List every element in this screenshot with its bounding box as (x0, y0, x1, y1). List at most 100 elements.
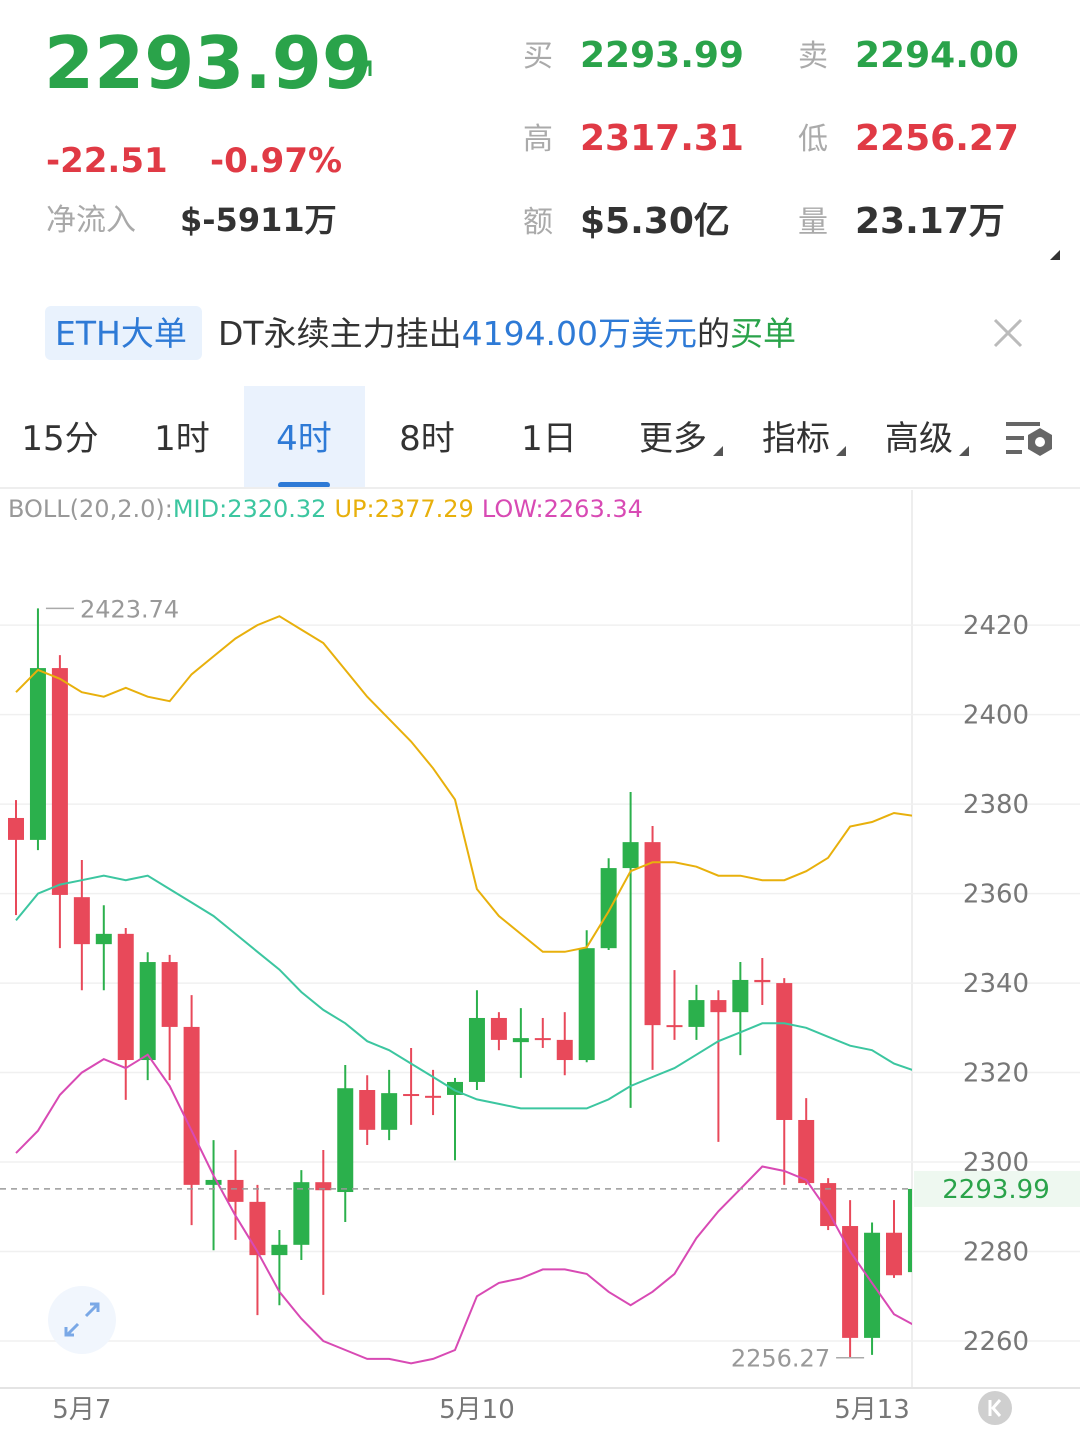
candle-body (161, 962, 178, 1027)
tab[interactable]: 15分 (21, 419, 98, 459)
x-tick-label: 5月13 (834, 1395, 910, 1425)
y-tick-label: 2280 (963, 1238, 1029, 1268)
candle-body (403, 1094, 420, 1097)
stat-label: 买 (523, 39, 553, 74)
candle-body (73, 897, 90, 945)
x-tick-label: 5月7 (52, 1395, 111, 1425)
candle-body (600, 868, 617, 949)
banner-text-mid: 的 (697, 314, 730, 353)
candle-body (29, 668, 46, 840)
y-tick-label: 2340 (963, 969, 1029, 999)
tab[interactable]: 指标 (762, 419, 830, 459)
legend-name: UP: (334, 495, 374, 523)
candle-body (578, 948, 595, 1061)
legend-name: MID: (173, 495, 227, 523)
tab[interactable]: 更多 (639, 419, 707, 459)
candle-body (381, 1093, 398, 1130)
banner-tag-bg (45, 306, 202, 360)
candle-body (732, 979, 749, 1013)
boll-line (15, 615, 912, 953)
max-label: 2423.74 (80, 595, 179, 623)
candle-body (556, 1039, 573, 1061)
tab[interactable]: 4时 (276, 419, 332, 459)
candle-body (205, 1179, 222, 1185)
fullscreen-button[interactable] (48, 1286, 116, 1354)
last-price-bg (914, 1170, 1080, 1207)
candle-body (534, 1038, 551, 1041)
indicator-label: BOLL(20,2.0): (8, 495, 173, 523)
overlay: 2423.74 2256.27 2293.99 (0, 595, 1080, 1373)
candle-body (666, 1025, 683, 1028)
settings-icon[interactable] (1006, 422, 1052, 456)
last-price-label: 2293.99 (942, 1175, 1050, 1205)
tab[interactable]: 高级 (885, 419, 953, 459)
tab-indicator (278, 482, 330, 488)
plot (8, 608, 912, 1365)
banner-amount: 4194.00万美元 (462, 314, 697, 353)
trend-arrow (344, 60, 372, 88)
y-tick-label: 2400 (963, 701, 1029, 731)
fullscreen-icon (64, 1302, 100, 1337)
tab-dropdown (836, 446, 846, 456)
tabs: 15分 1时 4时 8时 1日 更多 指标 高级 (21, 386, 969, 488)
tab-dropdown (713, 446, 723, 456)
stat-label: 高 (523, 122, 553, 157)
tab[interactable]: 1日 (521, 419, 577, 459)
candle-body (644, 842, 661, 1026)
legend-value: 2263.34 (544, 495, 643, 523)
legend-value: 2320.32 (227, 495, 326, 523)
candle-body (754, 979, 771, 983)
banner-side: 买单 (730, 314, 796, 353)
min-label: 2256.27 (731, 1345, 830, 1373)
candle-body (227, 1179, 244, 1202)
stat-value: $5.30亿 (580, 201, 730, 242)
candle-body (117, 933, 134, 1061)
candle-body (820, 1183, 837, 1227)
tab[interactable]: 8时 (399, 419, 455, 459)
candle-body (710, 1000, 727, 1013)
candle-body (907, 1188, 912, 1273)
indicator-legend: BOLL(20,2.0):MID:2320.32 UP:2377.29 LOW:22… (8, 495, 643, 523)
stat-value: 23.17万 (855, 201, 1005, 242)
stat-label: 量 (798, 205, 828, 240)
candle-body (468, 1017, 485, 1082)
tab[interactable]: 1时 (154, 419, 210, 459)
candle-body (183, 1026, 200, 1185)
banner-text-start: DT永续主力挂出 (218, 314, 462, 353)
price-change-pct: -0.97% (210, 141, 342, 181)
stat-label: 额 (523, 205, 553, 240)
price-change: -22.51 (46, 141, 168, 181)
candle-body (425, 1095, 442, 1098)
candle-body (315, 1182, 332, 1191)
candle-body (95, 933, 112, 945)
stat-label: 低 (798, 122, 828, 157)
candle-body (622, 842, 639, 869)
stat-value: 2317.31 (580, 118, 744, 159)
stat-label: 卖 (798, 39, 828, 74)
candle-body (864, 1232, 881, 1338)
y-tick-label: 2420 (963, 611, 1029, 641)
y-tick-label: 2380 (963, 790, 1029, 820)
candle-body (776, 983, 793, 1120)
y-tick-label: 2260 (963, 1327, 1029, 1357)
banner-tag: ETH大单 (55, 314, 187, 353)
candle-body (337, 1088, 354, 1193)
candle-body (512, 1038, 529, 1043)
expand-triangle[interactable] (1050, 250, 1060, 260)
y-tick-label: 2360 (963, 880, 1029, 910)
stat-value: 2256.27 (855, 118, 1019, 159)
legend-value: 2377.29 (375, 495, 474, 523)
tab-dropdown (959, 446, 969, 456)
close-banner[interactable] (993, 318, 1023, 348)
scroll-latest-button[interactable] (978, 1391, 1012, 1425)
inflow-label: 净流入 (46, 203, 136, 238)
candle-body (886, 1232, 902, 1276)
legend-name: LOW: (482, 495, 544, 523)
candle-body (51, 668, 68, 895)
candle-body (8, 817, 24, 840)
banner-text: DT永续主力挂出4194.00万美元的买单 (218, 314, 796, 353)
scroll-latest-icon (988, 1399, 1002, 1417)
candle-body (139, 962, 156, 1061)
